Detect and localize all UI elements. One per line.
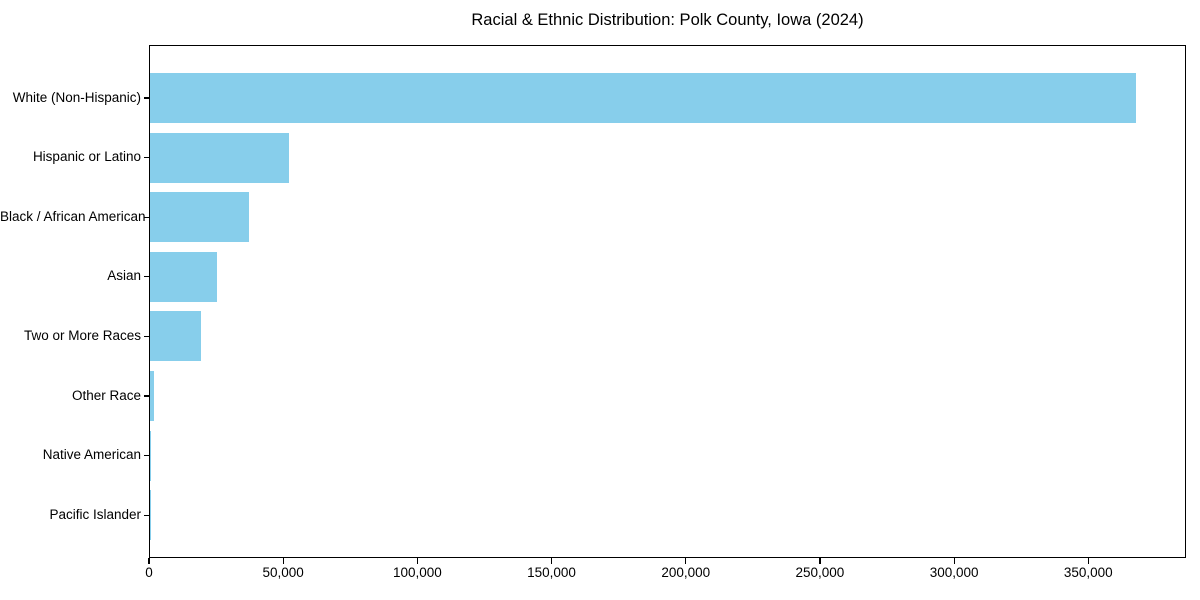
x-axis-tick-label: 200,000: [661, 565, 711, 580]
y-axis-label-black-african-american: Black / African American: [0, 208, 146, 224]
x-axis-tick-label: 0: [145, 565, 153, 580]
bar-white-non-hispanic: [150, 73, 1136, 123]
x-axis-tick-label: 50,000: [262, 565, 304, 580]
x-axis-tick-label: 250,000: [795, 565, 845, 580]
x-axis-tick: [953, 558, 955, 564]
bar-asian: [150, 251, 217, 302]
y-axis-tick: [144, 157, 150, 159]
x-axis-tick-label: 300,000: [929, 565, 979, 580]
y-axis-tick: [144, 216, 150, 218]
y-axis-label-hispanic-or-latino: Hispanic or Latino: [32, 149, 141, 165]
bar-native-american: [150, 430, 151, 481]
x-axis-tick: [148, 558, 150, 564]
x-axis-tick: [819, 558, 821, 564]
y-axis-tick: [144, 455, 150, 457]
x-axis-tick-label: 350,000: [1063, 565, 1113, 580]
plot-area: [144, 45, 1186, 558]
x-axis-tick: [550, 558, 553, 564]
x-axis-tick-label: 100,000: [392, 565, 442, 580]
y-axis-tick: [144, 335, 150, 337]
bar-other-race: [150, 371, 155, 421]
x-axis-tick: [685, 558, 687, 564]
y-axis-tick: [144, 276, 150, 278]
y-axis-label-asian: Asian: [107, 268, 141, 284]
y-axis-tick: [144, 97, 150, 99]
x-axis-tick: [416, 558, 418, 564]
x-axis-tick-label: 150,000: [527, 565, 576, 580]
bar-hispanic-or-latino: [150, 132, 290, 183]
x-axis-tick: [282, 558, 284, 564]
y-axis-label-white-non-hispanic: White (Non-Hispanic): [12, 89, 141, 105]
y-axis-tick: [144, 395, 150, 397]
y-axis-tick: [144, 514, 150, 516]
y-axis-label-native-american: Native American: [42, 447, 141, 463]
y-axis-label-other-race: Other Race: [71, 387, 141, 403]
y-axis-label-pacific-islander: Pacific Islander: [49, 506, 141, 522]
chart-title: Racial & Ethnic Distribution: Polk Count…: [471, 11, 864, 29]
x-axis-tick: [1087, 558, 1089, 564]
bar-black-african-american: [150, 192, 250, 243]
bar-two-or-more-races: [150, 311, 201, 362]
y-axis-label-two-or-more-races: Two or More Races: [23, 327, 141, 343]
